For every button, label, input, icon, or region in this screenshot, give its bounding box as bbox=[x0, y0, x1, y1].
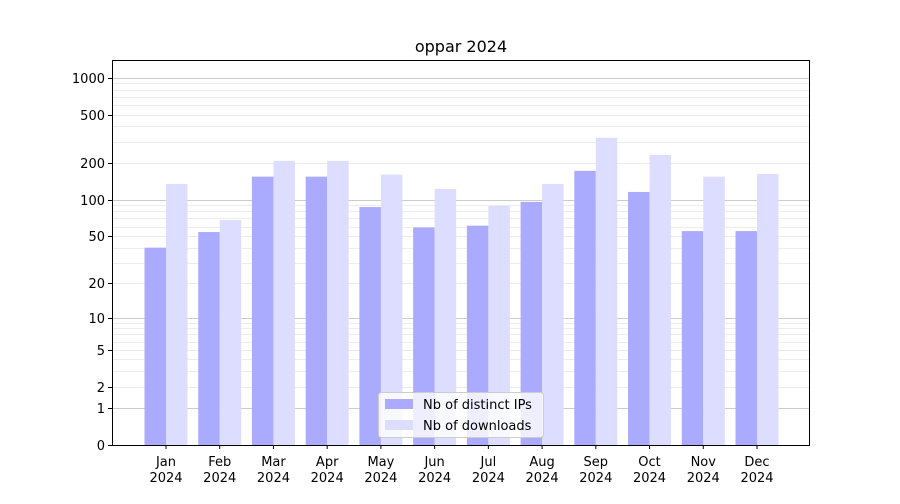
y-axis: 0 1 2 5 10 20 50 100 200 500 1000 bbox=[72, 72, 112, 454]
bar-downloads bbox=[488, 205, 510, 445]
x-tick-label: Feb 2024 bbox=[203, 455, 236, 486]
bar-distinct-ips bbox=[681, 231, 704, 445]
legend-label-downloads: Nb of downloads bbox=[423, 419, 532, 434]
y-tick-label: 0 bbox=[97, 439, 105, 454]
legend-swatch-ips bbox=[385, 399, 413, 409]
legend-box bbox=[378, 392, 544, 438]
y-tick-label: 200 bbox=[80, 157, 105, 172]
x-tick-label: Jan 2024 bbox=[149, 455, 182, 486]
x-tick-label: Nov 2024 bbox=[687, 455, 720, 486]
y-tick-label: 5 bbox=[97, 344, 105, 359]
bar-distinct-ips bbox=[198, 232, 220, 445]
legend: Nb of distinct IPs Nb of downloads bbox=[378, 392, 544, 438]
x-tick-label: May 2024 bbox=[364, 455, 397, 486]
bar-downloads bbox=[757, 173, 779, 445]
bar-downloads bbox=[542, 183, 564, 445]
x-tick-label: Sep 2024 bbox=[579, 455, 612, 486]
bar-downloads bbox=[434, 188, 457, 445]
plot-frame bbox=[112, 60, 810, 446]
bar-downloads bbox=[595, 137, 618, 445]
y-tick-label: 10 bbox=[88, 312, 105, 327]
bar-distinct-ips bbox=[305, 176, 328, 445]
bar-distinct-ips bbox=[628, 191, 650, 445]
y-tick-label: 2 bbox=[97, 381, 105, 396]
y-tick-label: 1000 bbox=[72, 72, 105, 87]
x-tick-label: Oct 2024 bbox=[633, 455, 666, 486]
y-tick-label: 1 bbox=[97, 402, 105, 417]
bar-downloads bbox=[166, 183, 188, 445]
chart-title: oppar 2024 bbox=[415, 37, 507, 56]
x-axis: Jan 2024 Feb 2024 Mar 2024 Apr 2024 May 2024 Jun 20… bbox=[149, 445, 774, 486]
bar-distinct-ips bbox=[413, 227, 435, 445]
bar-downloads bbox=[327, 160, 349, 445]
bar-downloads bbox=[703, 176, 725, 445]
bar-distinct-ips bbox=[466, 225, 489, 445]
bar-distinct-ips bbox=[144, 247, 166, 445]
y-tick-label: 500 bbox=[80, 109, 105, 124]
bar-distinct-ips bbox=[520, 201, 543, 445]
bar-distinct-ips bbox=[251, 176, 274, 445]
bar-downloads bbox=[649, 154, 672, 445]
legend-swatch-downloads bbox=[385, 420, 413, 430]
y-tick-label: 20 bbox=[88, 277, 105, 292]
bar-distinct-ips bbox=[574, 170, 596, 445]
x-tick-label: Jul 2024 bbox=[472, 455, 505, 486]
y-tick-label: 100 bbox=[80, 194, 105, 209]
bar-downloads bbox=[219, 219, 242, 445]
x-tick-label: Aug 2024 bbox=[526, 455, 559, 486]
x-tick-label: Dec 2024 bbox=[740, 455, 773, 486]
bars bbox=[144, 137, 779, 445]
y-tick-label: 50 bbox=[88, 230, 105, 245]
x-tick-label: Apr 2024 bbox=[311, 455, 344, 486]
x-tick-label: Mar 2024 bbox=[257, 455, 290, 486]
bar-downloads bbox=[380, 174, 403, 445]
bar-downloads bbox=[273, 160, 295, 445]
legend-label-ips: Nb of distinct IPs bbox=[423, 398, 532, 413]
bar-distinct-ips bbox=[735, 231, 757, 445]
x-tick-label: Jun 2024 bbox=[418, 455, 451, 486]
bar-distinct-ips bbox=[359, 207, 381, 445]
